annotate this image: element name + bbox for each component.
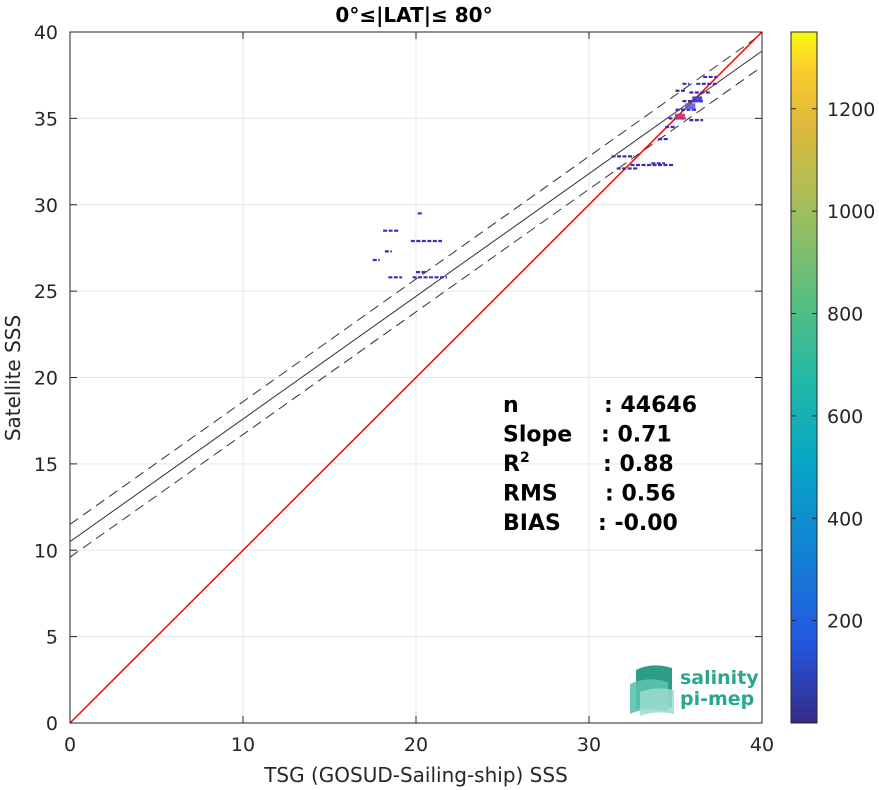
stat-label: BIAS [503, 511, 561, 536]
x-tick-label: 0 [64, 734, 76, 756]
scatter-density [372, 75, 718, 279]
logo-line1: salinity [680, 667, 759, 689]
stat-value: : 0.56 [605, 482, 676, 507]
logo-line2: pi-mep [680, 688, 754, 710]
y-axis: 0 5 10 15 20 25 30 35 40 [34, 22, 762, 735]
colorbar-ticks: 200 400 600 800 1000 1200 [791, 99, 875, 633]
identity-line [70, 32, 762, 723]
colorbar-tick-label: 400 [827, 508, 863, 530]
y-tick-label: 20 [34, 368, 58, 390]
density-core-cell [685, 103, 696, 110]
x-tick-label: 30 [577, 734, 601, 756]
stat-label: RMS [503, 482, 558, 507]
colorbar [790, 31, 818, 724]
colorbar-tick-label: 1000 [827, 201, 875, 223]
y-tick-label: 10 [34, 540, 58, 562]
y-tick-label: 5 [46, 627, 58, 649]
stat-label: n [503, 393, 519, 418]
fit-lower-line [70, 66, 762, 558]
x-tick-label: 20 [404, 734, 428, 756]
y-axis-label: Satellite SSS [1, 315, 25, 441]
y-tick-label: 40 [34, 22, 58, 44]
wave-logo-icon [630, 665, 674, 716]
y-tick-label: 35 [34, 108, 58, 130]
y-tick-label: 0 [46, 713, 58, 735]
stat-label: Slope [503, 423, 572, 448]
fit-upper-line [70, 33, 762, 525]
fit-line [70, 50, 762, 543]
salinity-pi-mep-logo: salinity pi-mep [630, 665, 759, 716]
colorbar-tick-label: 800 [827, 304, 863, 326]
stat-value: : 0.71 [601, 423, 672, 448]
y-tick-label: 15 [34, 454, 58, 476]
x-axis-label: TSG (GOSUD-Sailing-ship) SSS [263, 763, 568, 787]
colorbar-tick-label: 200 [827, 611, 863, 633]
y-tick-label: 30 [34, 195, 58, 217]
x-axis: 0 10 20 30 40 [64, 32, 774, 756]
stat-value: : 44646 [604, 393, 697, 418]
regression-lines [70, 32, 762, 723]
stat-label-superscript: 2 [520, 450, 530, 466]
density-core-cell [674, 113, 685, 120]
x-tick-label: 10 [231, 734, 255, 756]
colorbar-tick-label: 600 [827, 406, 863, 428]
x-tick-label: 40 [750, 734, 774, 756]
stat-value: : 0.88 [603, 452, 674, 477]
y-tick-label: 25 [34, 281, 58, 303]
stat-value: : -0.00 [598, 511, 678, 536]
colorbar-tick-label: 1200 [827, 99, 875, 121]
density-core-cell [692, 96, 703, 103]
chart-title: 0°≤|LAT|≤ 80° [335, 3, 492, 27]
